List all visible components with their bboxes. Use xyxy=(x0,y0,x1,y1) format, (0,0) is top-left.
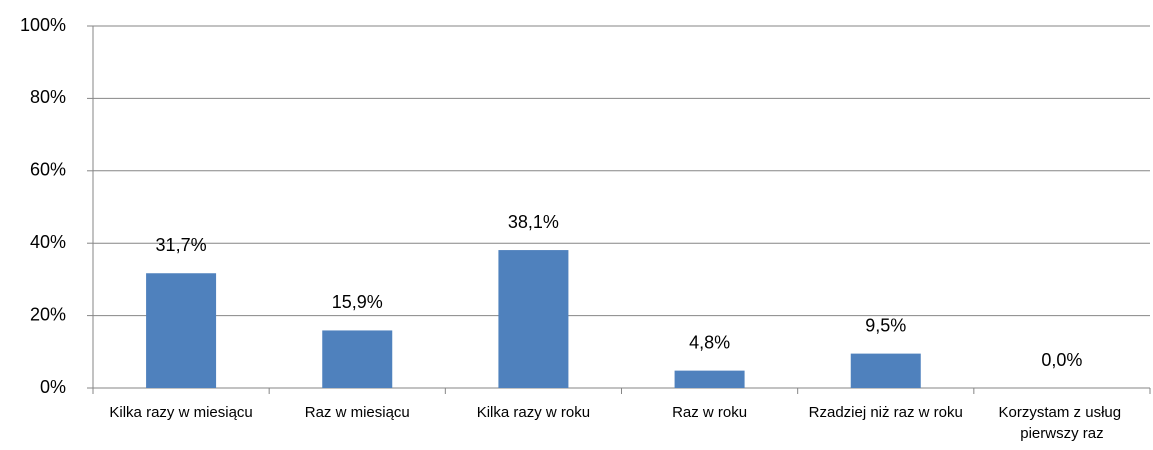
value-label: 38,1% xyxy=(508,212,559,232)
y-tick-label: 80% xyxy=(30,87,66,107)
x-tick-label: Kilka razy w roku xyxy=(477,404,590,421)
y-tick-label: 60% xyxy=(30,160,66,180)
value-label: 0,0% xyxy=(1041,350,1082,370)
x-tick-label: Korzystam z usług pierwszy raz xyxy=(999,404,1126,442)
value-label: 9,5% xyxy=(865,315,906,335)
x-tick-label: Raz w roku xyxy=(672,404,747,421)
bar xyxy=(322,330,393,388)
y-tick-label: 0% xyxy=(40,377,66,397)
y-tick-label: 20% xyxy=(30,304,66,324)
value-label: 31,7% xyxy=(156,235,207,255)
bar xyxy=(146,273,217,388)
bar xyxy=(850,353,921,388)
x-tick-label: Raz w miesiącu xyxy=(305,404,410,421)
x-tick-label: Kilka razy w miesiącu xyxy=(109,404,252,421)
x-tick-label: Rzadziej niż raz w roku xyxy=(809,404,963,421)
bar xyxy=(674,370,745,388)
value-label: 15,9% xyxy=(332,292,383,312)
value-label: 4,8% xyxy=(689,332,730,352)
y-tick-label: 100% xyxy=(20,15,66,35)
bar xyxy=(498,250,569,388)
y-tick-label: 40% xyxy=(30,232,66,252)
